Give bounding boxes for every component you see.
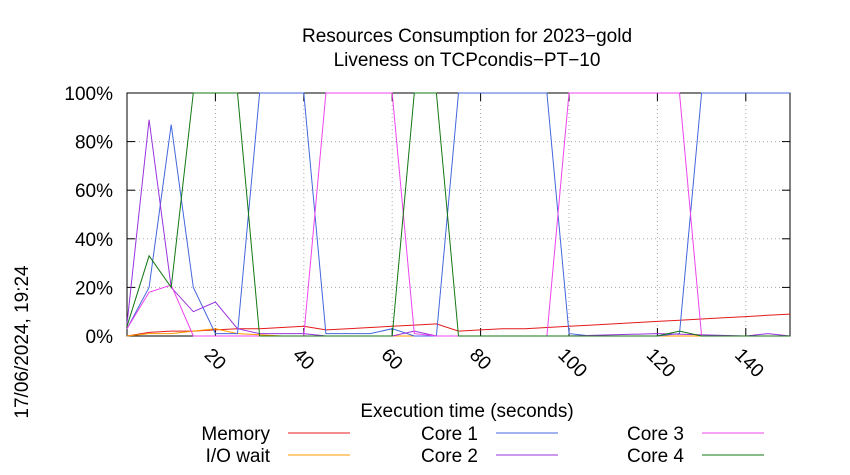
x-tick-label: 100 <box>553 345 590 382</box>
timestamp-label: 17/06/2024, 19:24 <box>12 265 33 419</box>
y-tick-label: 80% <box>75 133 113 154</box>
y-tick-label: 0% <box>86 327 114 348</box>
x-tick-label: 80 <box>465 345 495 375</box>
x-tick-label: 140 <box>730 345 767 382</box>
y-tick-label: 40% <box>75 230 113 251</box>
legend-label-core-4: Core 4 <box>627 446 684 467</box>
legend-label-memory: Memory <box>201 424 270 445</box>
y-tick-label: 20% <box>75 278 113 299</box>
series-line-core-4 <box>126 92 790 337</box>
grid-lines <box>127 93 790 336</box>
y-axis: 0% 20% 40% 60% 80% 100% <box>64 84 790 348</box>
x-tick-label: 120 <box>642 345 679 382</box>
series-line-core-3 <box>126 92 790 337</box>
x-tick-label: 40 <box>288 345 318 375</box>
x-axis: 20 40 60 80 100 120 140 <box>200 93 768 382</box>
legend-label-core-2: Core 2 <box>421 446 478 467</box>
chart-title-line-1: Resources Consumption for 2023−gold <box>302 26 632 47</box>
y-tick-label: 60% <box>75 181 113 202</box>
series-lines <box>126 92 791 337</box>
x-tick-label: 60 <box>377 345 407 375</box>
legend-label-core-1: Core 1 <box>421 424 478 445</box>
chart-title-line-2: Liveness on TCPcondis−PT−10 <box>334 50 601 71</box>
legend-label-core-3: Core 3 <box>627 424 684 445</box>
legend-label-i-o-wait: I/O wait <box>206 446 271 467</box>
x-tick-label: 20 <box>200 345 230 375</box>
x-axis-label: Execution time (seconds) <box>360 401 573 422</box>
series-line-core-2 <box>126 119 791 337</box>
y-tick-label: 100% <box>64 84 113 105</box>
chart-title: Resources Consumption for 2023−gold Live… <box>302 26 632 71</box>
